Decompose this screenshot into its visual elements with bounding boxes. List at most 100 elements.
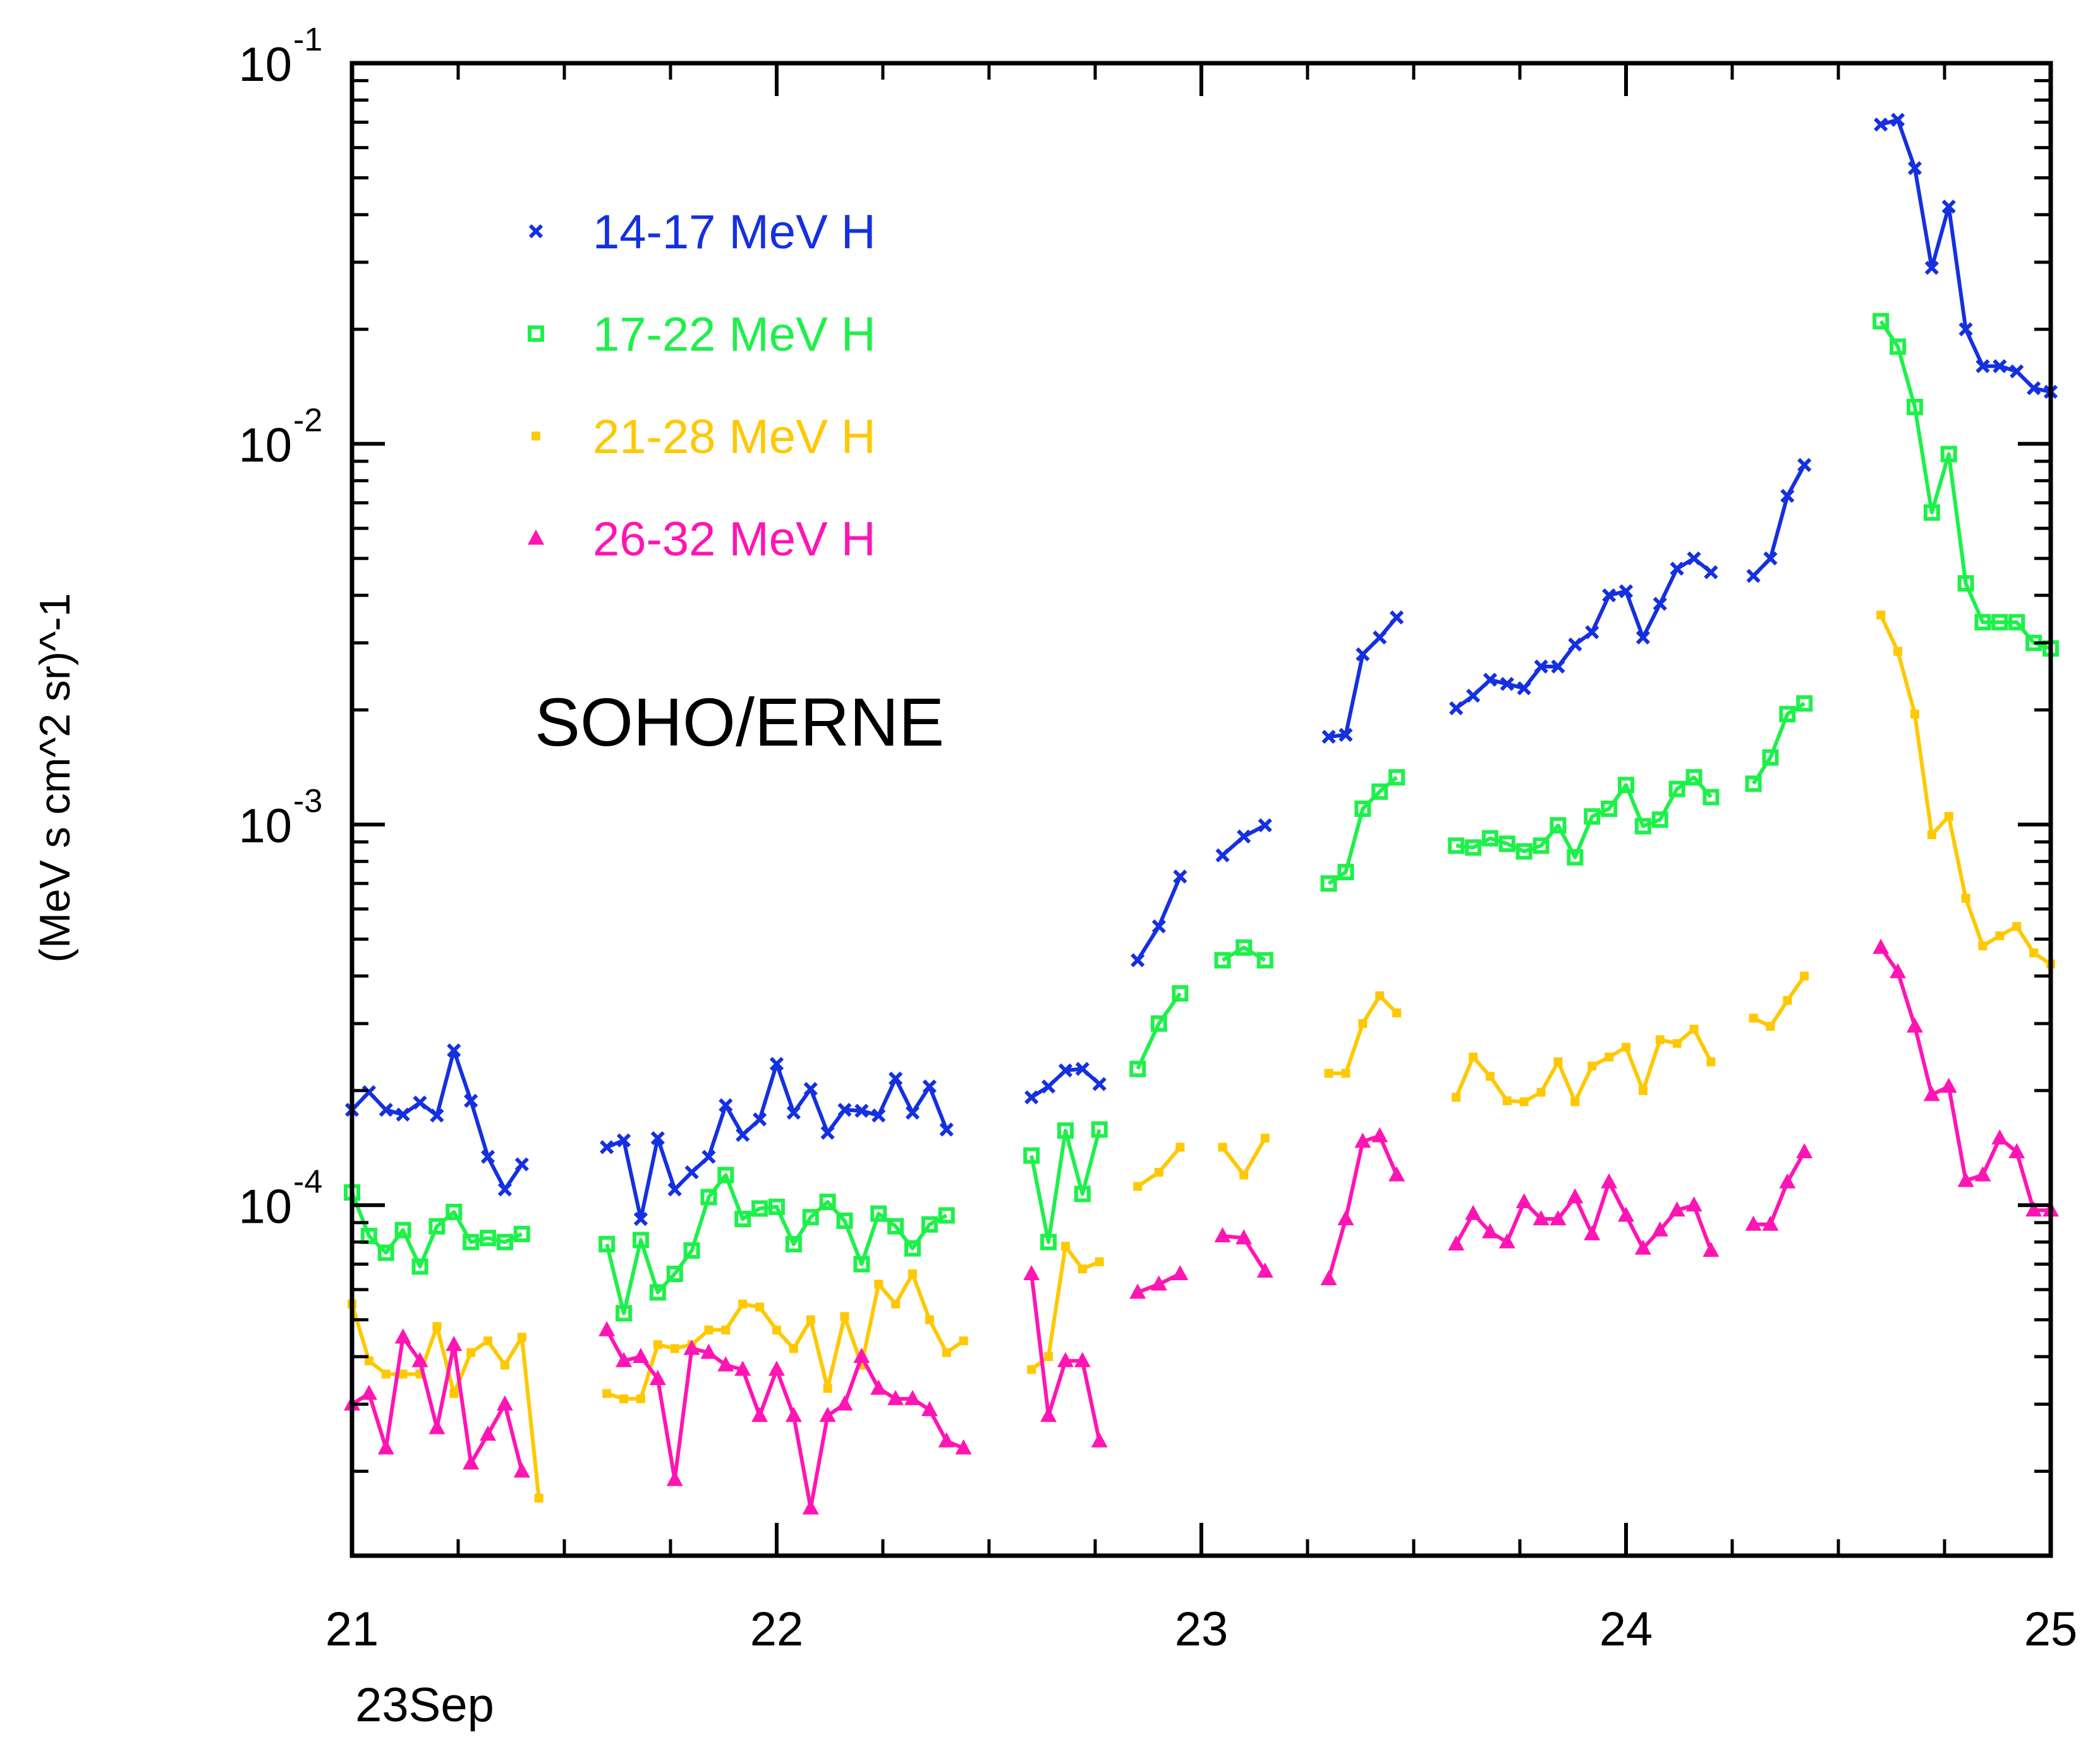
data-point <box>1150 1015 1167 1032</box>
data-point <box>1978 941 1988 950</box>
data-point <box>820 1125 835 1140</box>
data-point <box>840 1312 849 1321</box>
data-point <box>1154 1168 1163 1177</box>
data-point <box>1923 504 1940 521</box>
data-point <box>513 1225 530 1242</box>
instrument-annotation: SOHO/ERNE <box>535 684 944 760</box>
data-point <box>704 1325 713 1335</box>
data-point <box>394 1328 411 1344</box>
data-point <box>480 1230 497 1247</box>
data-point <box>751 1200 768 1217</box>
data-point <box>1388 1166 1405 1182</box>
data-point <box>1172 985 1189 1002</box>
data-point <box>1618 584 1634 598</box>
data-point <box>1151 919 1166 934</box>
data-point <box>1634 818 1651 835</box>
data-point <box>1023 1147 1040 1164</box>
data-point <box>381 1369 391 1379</box>
data-point <box>1092 1077 1107 1091</box>
data-point <box>908 1269 918 1278</box>
data-point <box>887 1218 904 1235</box>
data-point <box>1706 1057 1716 1067</box>
data-point <box>466 1348 476 1357</box>
data-point <box>483 1336 493 1346</box>
series-line <box>1753 1151 1806 1226</box>
data-point <box>1256 952 1273 969</box>
data-point <box>649 1284 666 1301</box>
data-point <box>1584 808 1601 825</box>
data-point <box>1958 322 1973 337</box>
data-point <box>823 1384 832 1393</box>
data-point <box>887 1390 904 1405</box>
data-point <box>959 1336 968 1346</box>
legend-label: 14-17 MeV H <box>593 205 876 259</box>
y-tick-label-base: 10 <box>238 799 292 853</box>
data-point <box>2010 364 2024 378</box>
data-point <box>717 1356 734 1372</box>
data-point <box>1745 1215 1762 1231</box>
data-point <box>721 1325 731 1335</box>
data-point <box>449 1389 459 1398</box>
data-point <box>1057 1352 1074 1367</box>
data-point <box>649 1369 666 1385</box>
series-1 <box>344 112 2058 1226</box>
data-point <box>1218 1142 1227 1152</box>
data-point <box>1481 1223 1498 1238</box>
data-point <box>1239 1170 1249 1180</box>
data-point <box>1907 160 1922 176</box>
data-point <box>396 1107 410 1122</box>
data-point <box>360 1384 377 1400</box>
data-point <box>1940 1077 1957 1093</box>
data-point <box>432 1322 442 1331</box>
data-point <box>837 1103 852 1117</box>
data-point <box>1214 952 1231 969</box>
data-point <box>2008 1143 2025 1159</box>
series-line <box>605 1329 964 1510</box>
data-point <box>802 1209 819 1226</box>
data-point <box>938 1207 955 1224</box>
y-tick-label-base: 10 <box>238 38 292 92</box>
data-point <box>1027 1365 1036 1374</box>
data-point <box>1585 625 1599 639</box>
series-line <box>1454 1180 1713 1252</box>
data-point <box>2029 948 2039 958</box>
data-point <box>1449 701 1464 716</box>
data-point <box>1448 837 1465 854</box>
plot-series <box>344 112 2059 1515</box>
data-point <box>2012 922 2022 931</box>
data-point <box>1375 991 1385 1000</box>
data-point <box>752 1112 767 1127</box>
data-point <box>874 1280 883 1289</box>
data-point <box>1389 610 1404 625</box>
data-point <box>891 1299 901 1309</box>
series-line <box>1455 775 1713 859</box>
data-point <box>480 1149 495 1164</box>
data-point <box>904 1240 921 1257</box>
data-point <box>1373 630 1387 645</box>
data-point <box>1452 1093 1461 1102</box>
data-point <box>496 1233 513 1250</box>
legend-item: 17-22 MeV H <box>528 308 876 361</box>
data-point <box>398 1369 408 1379</box>
data-point <box>1465 839 1482 856</box>
data-point <box>1131 953 1145 967</box>
data-point <box>1320 1270 1337 1286</box>
data-point <box>738 1299 748 1309</box>
data-point <box>1685 769 1702 786</box>
data-point <box>1749 1014 1758 1023</box>
series-line <box>1029 1129 1102 1244</box>
data-point <box>700 1189 717 1206</box>
x-tick-label: 23 <box>1175 1602 1229 1656</box>
data-point <box>1215 848 1230 863</box>
data-point <box>1533 1210 1550 1226</box>
legend-label: 17-22 MeV H <box>593 308 876 361</box>
data-point <box>428 1419 446 1434</box>
data-point <box>1876 610 1886 620</box>
data-point <box>922 1079 937 1094</box>
data-point <box>1260 1134 1270 1143</box>
x-tick-label: 22 <box>750 1602 804 1656</box>
data-point <box>602 1389 612 1398</box>
data-point <box>616 1133 631 1147</box>
data-point <box>905 1105 920 1120</box>
